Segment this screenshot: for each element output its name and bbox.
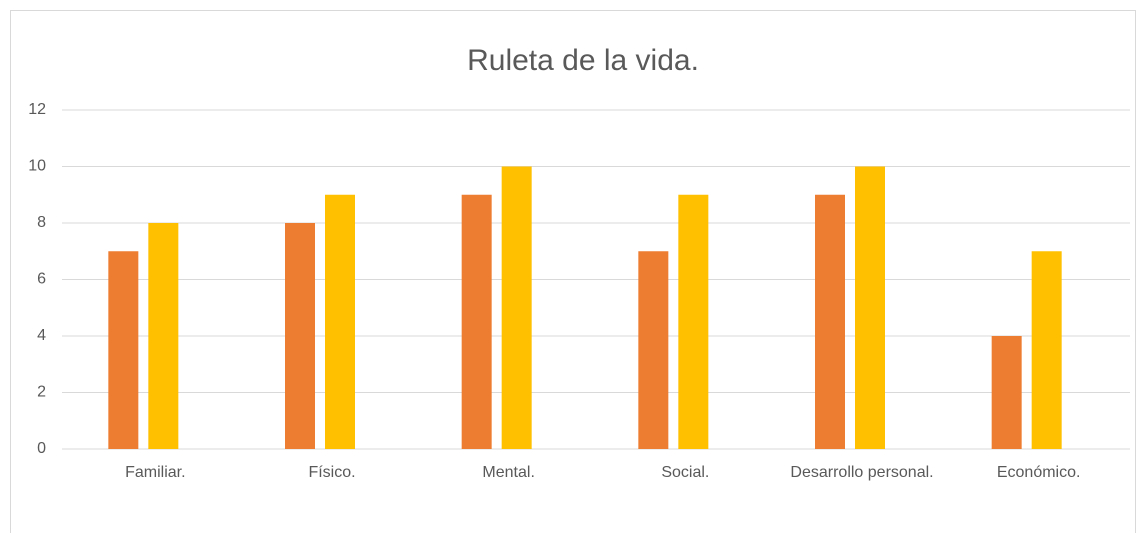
bar (461, 194, 492, 449)
x-tick-label: Social. (661, 464, 710, 481)
bar (1031, 251, 1062, 449)
bar (501, 166, 532, 449)
y-tick-label: 0 (37, 440, 46, 457)
y-tick-label: 6 (37, 271, 46, 288)
y-tick-label: 12 (28, 101, 46, 118)
y-tick-label: 10 (28, 158, 46, 175)
x-tick-label: Físico. (308, 464, 356, 481)
bar (285, 223, 315, 449)
chart-border (10, 10, 1136, 533)
bar (148, 223, 179, 449)
bar (108, 251, 139, 449)
bar (855, 166, 885, 449)
x-tick-label: Familiar. (125, 464, 186, 481)
x-tick-label: Mental. (482, 464, 535, 481)
y-tick-label: 2 (37, 384, 46, 401)
bar (325, 194, 355, 449)
x-tick-label: Económico. (996, 464, 1081, 481)
x-tick-label: Desarrollo personal. (790, 464, 934, 481)
bar (815, 194, 845, 449)
y-tick-label: 4 (37, 327, 46, 344)
bar (638, 251, 669, 449)
chart-title: Ruleta de la vida. (467, 44, 699, 77)
bar (678, 194, 709, 449)
y-tick-label: 8 (37, 214, 46, 231)
bar (991, 336, 1022, 449)
